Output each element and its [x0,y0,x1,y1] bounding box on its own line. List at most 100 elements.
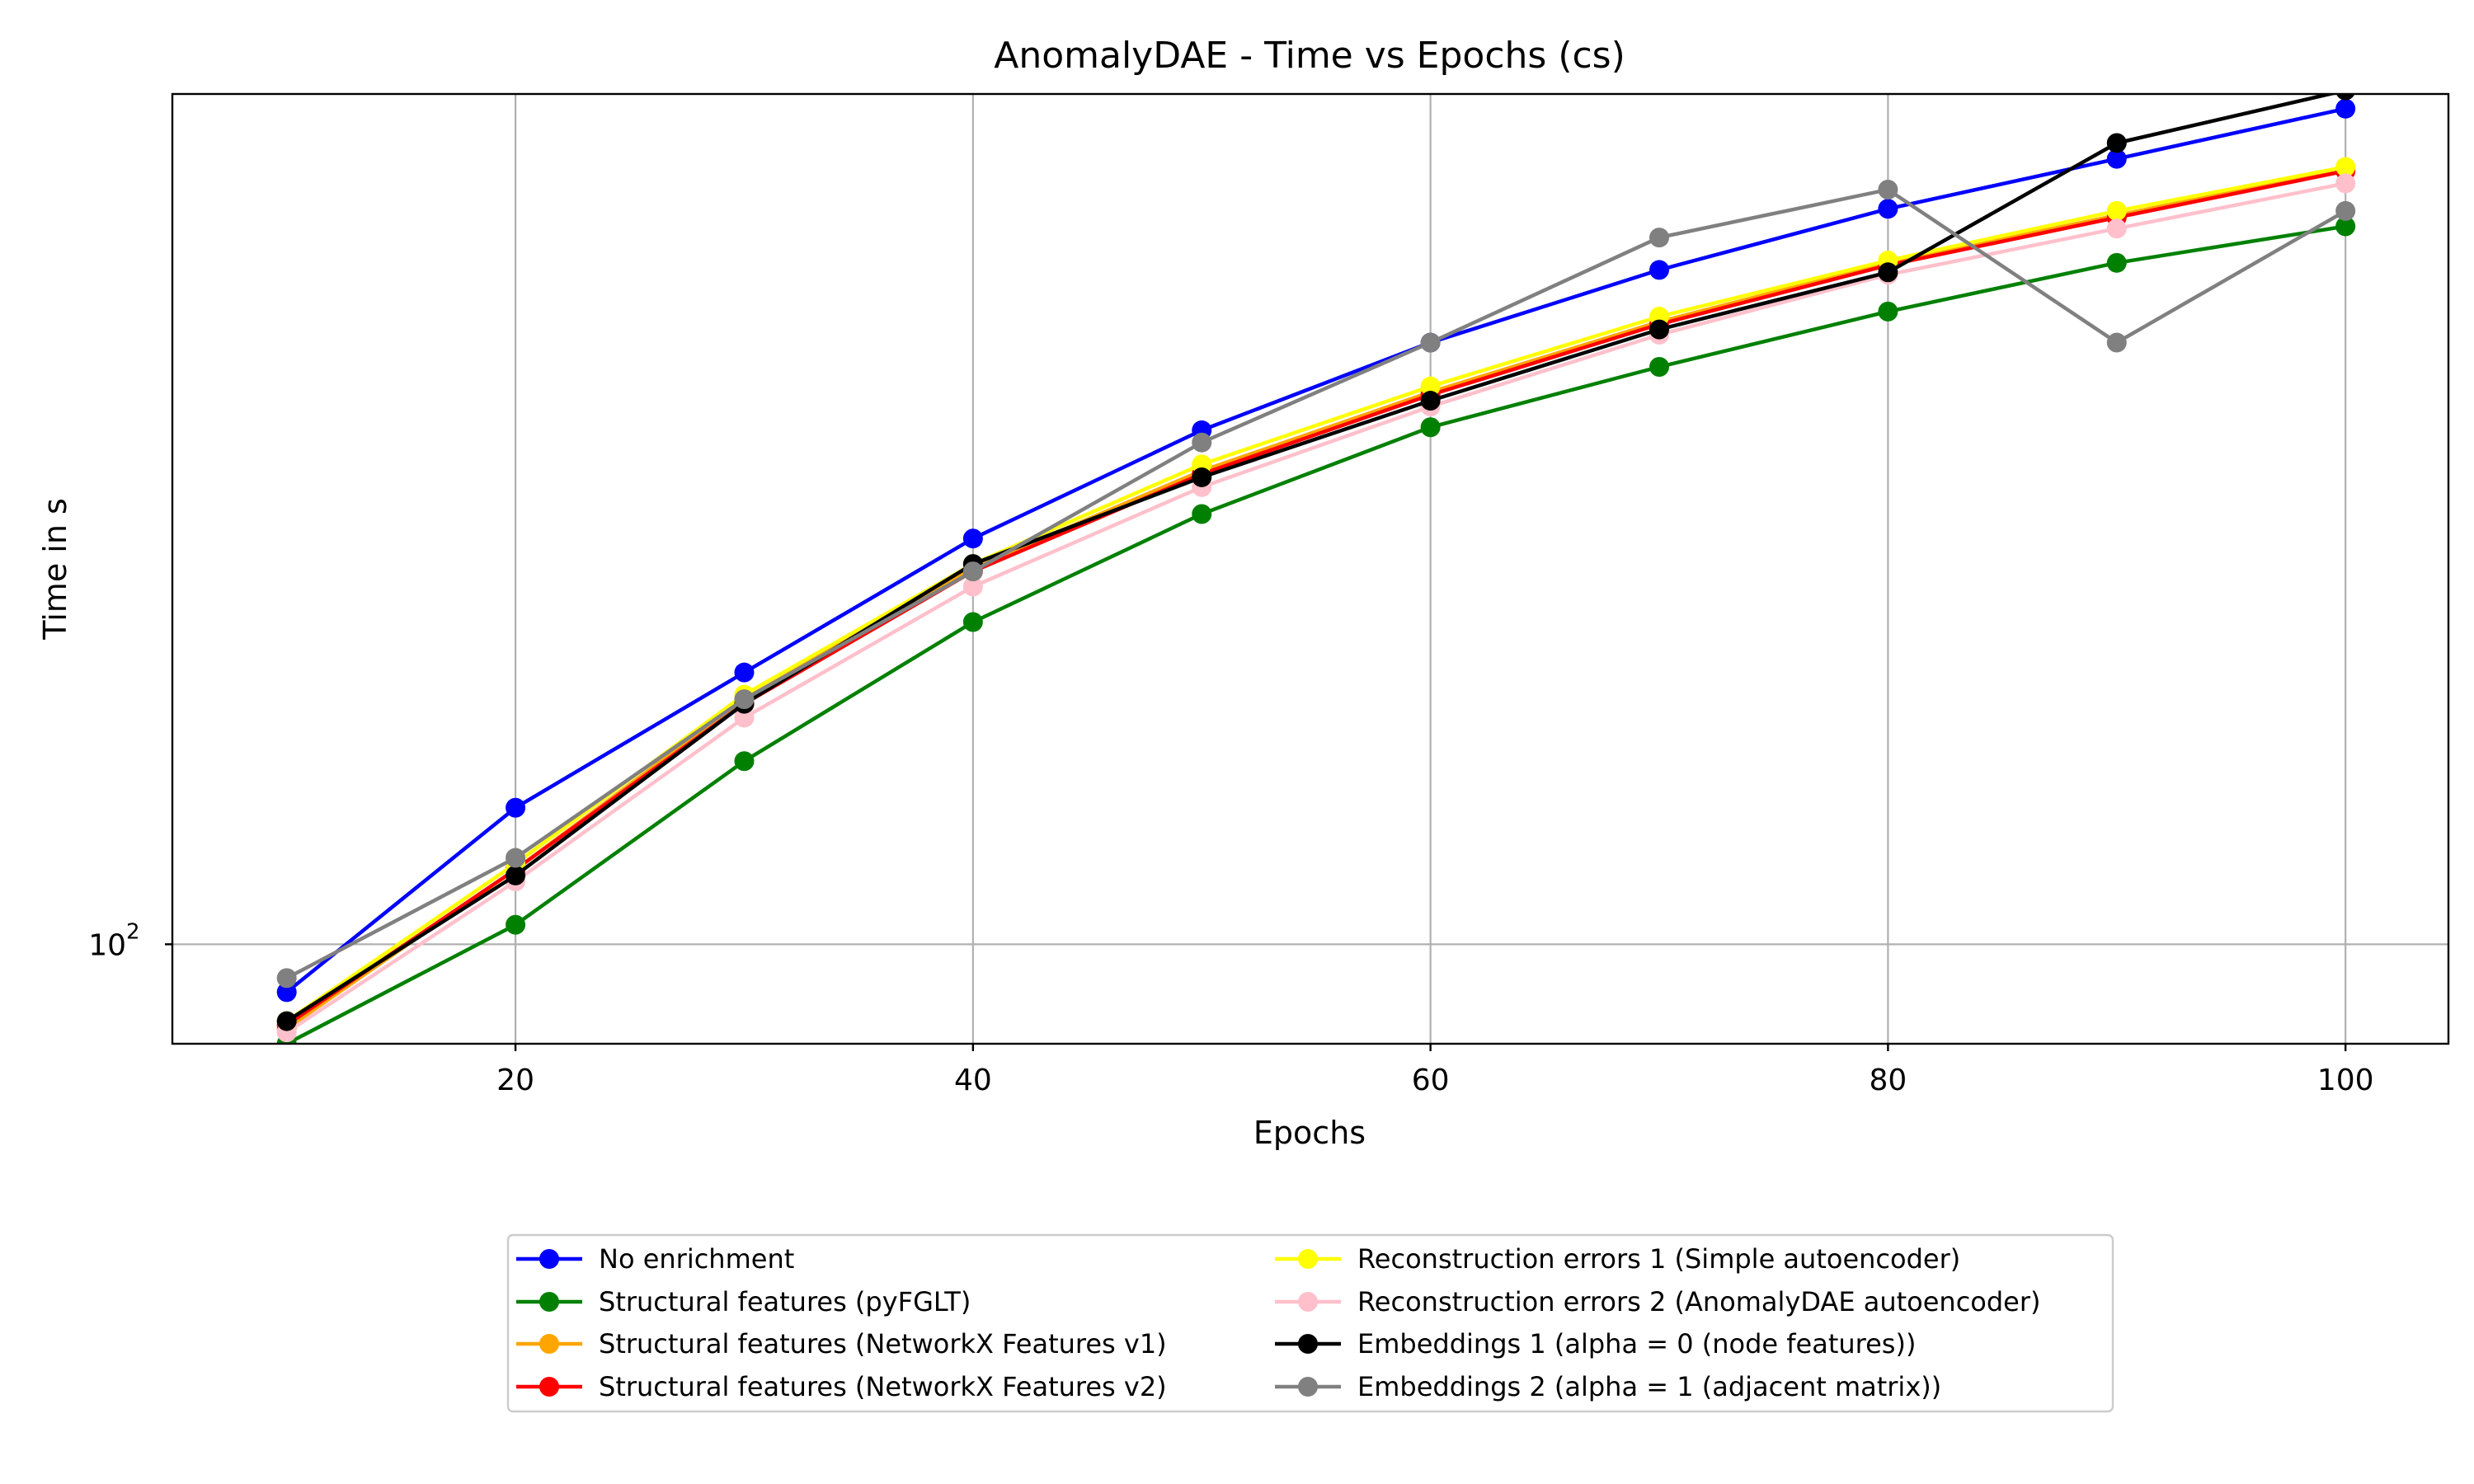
data-point [2106,200,2127,221]
x-tick-label: 100 [2317,1064,2374,1097]
legend-item: Embeddings 2 (alpha = 1 (adjacent matrix… [1275,1371,1941,1402]
series-line [285,187,2347,980]
data-point [2106,148,2127,169]
legend-label: Structural features (pyFGLT) [599,1286,971,1317]
series-line [285,94,2339,1023]
y-tick-label-exponent: 2 [126,919,140,944]
legend-swatch-marker [539,1377,559,1397]
series-line [285,106,2346,994]
grid [172,94,2448,1044]
series-8 [276,180,2356,989]
data-point [1878,301,1898,322]
legend-item: Structural features (NetworkX Features v… [516,1371,1167,1402]
data-point [1649,356,1670,377]
data-point [1649,319,1670,340]
data-point [734,662,755,683]
data-point [962,612,983,632]
x-tick-label: 80 [1869,1064,1907,1097]
legend-label: Embeddings 1 (alpha = 0 (node features)) [1357,1328,1916,1360]
data-point [1420,376,1441,397]
y-axis: 10 2 [88,919,172,962]
legend-swatch-marker [539,1292,559,1312]
legend-item: Structural features (NetworkX Features v… [516,1328,1167,1360]
data-point [734,707,755,728]
data-point [2335,157,2356,177]
data-point [1192,504,1212,524]
data-point [2106,133,2127,153]
series-2 [276,216,2356,1044]
data-point [276,968,297,989]
legend-item: No enrichment [516,1243,794,1275]
legend-swatch-marker [1298,1249,1318,1269]
data-point [1420,332,1441,353]
legend-label: No enrichment [599,1243,794,1275]
x-tick-label: 60 [1412,1064,1450,1097]
data-point [506,848,526,868]
legend-item: Reconstruction errors 2 (AnomalyDAE auto… [1275,1286,2041,1317]
data-point [1420,417,1441,438]
data-point [1878,180,1898,200]
series-line [285,167,2346,1031]
series-6 [276,173,2356,1043]
data-point [962,528,983,549]
legend: No enrichment Structural features (pyFGLT… [506,1233,2114,1413]
legend-swatch-marker [539,1249,559,1269]
data-point [506,797,526,818]
data-point [506,914,526,935]
data-point [1649,260,1670,280]
data-point [2335,98,2356,119]
data-point [2106,218,2127,239]
data-point [2106,252,2127,273]
y-tick-label: 10 [88,928,126,962]
data-point [506,865,526,885]
x-tick-label: 20 [496,1064,534,1097]
data-point [734,689,755,710]
data-point [2336,94,2355,101]
legend-swatch-marker [1298,1377,1318,1397]
plot-area [276,94,2356,1044]
series-7 [276,94,2355,1031]
legend-label: Reconstruction errors 1 (Simple autoenco… [1357,1243,1960,1275]
legend-box [506,1233,2114,1413]
legend-item: Structural features (pyFGLT) [516,1286,971,1317]
data-point [1878,262,1898,283]
legend-item: Embeddings 1 (alpha = 0 (node features)) [1275,1328,1916,1360]
legend-label: Reconstruction errors 2 (AnomalyDAE auto… [1357,1286,2041,1317]
legend-label: Structural features (NetworkX Features v… [599,1328,1167,1360]
series-line [285,169,2346,1026]
data-point [2335,173,2356,194]
data-point [1192,467,1212,487]
data-point [1649,228,1670,248]
data-point [1878,199,1898,219]
x-axis: 20 40 60 80 100 [496,1044,2374,1097]
data-point [2106,332,2127,353]
data-point [1420,391,1441,411]
series-line [285,165,2346,1023]
data-point [2335,216,2356,237]
series-line [285,224,2346,1044]
legend-swatch-marker [539,1334,559,1354]
series-5 [276,157,2356,1031]
legend-swatch-marker [1298,1292,1318,1312]
data-point [1192,432,1212,453]
series-3 [276,158,2356,1039]
legend-label: Structural features (NetworkX Features v… [599,1371,1167,1402]
legend-label: Embeddings 2 (alpha = 1 (adjacent matrix… [1357,1371,1941,1402]
data-point [962,561,983,582]
x-tick-label: 40 [954,1064,992,1097]
series-1 [276,98,2356,1003]
y-tick-label-base: 10 [88,928,126,962]
data-point [734,751,755,772]
data-point [962,576,983,597]
legend-swatch-marker [1298,1334,1318,1354]
plot-frame [171,92,2450,1045]
y-axis-label: Time in s [37,498,73,641]
series-line [285,181,2346,1035]
chart-title: AnomalyDAE - Time vs Epochs (cs) [994,35,1625,77]
legend-item: Reconstruction errors 1 (Simple autoenco… [1275,1243,1960,1275]
x-axis-label: Epochs [1253,1115,1366,1151]
data-point [2335,200,2356,221]
data-point [276,1011,297,1031]
data-point [276,982,297,1003]
